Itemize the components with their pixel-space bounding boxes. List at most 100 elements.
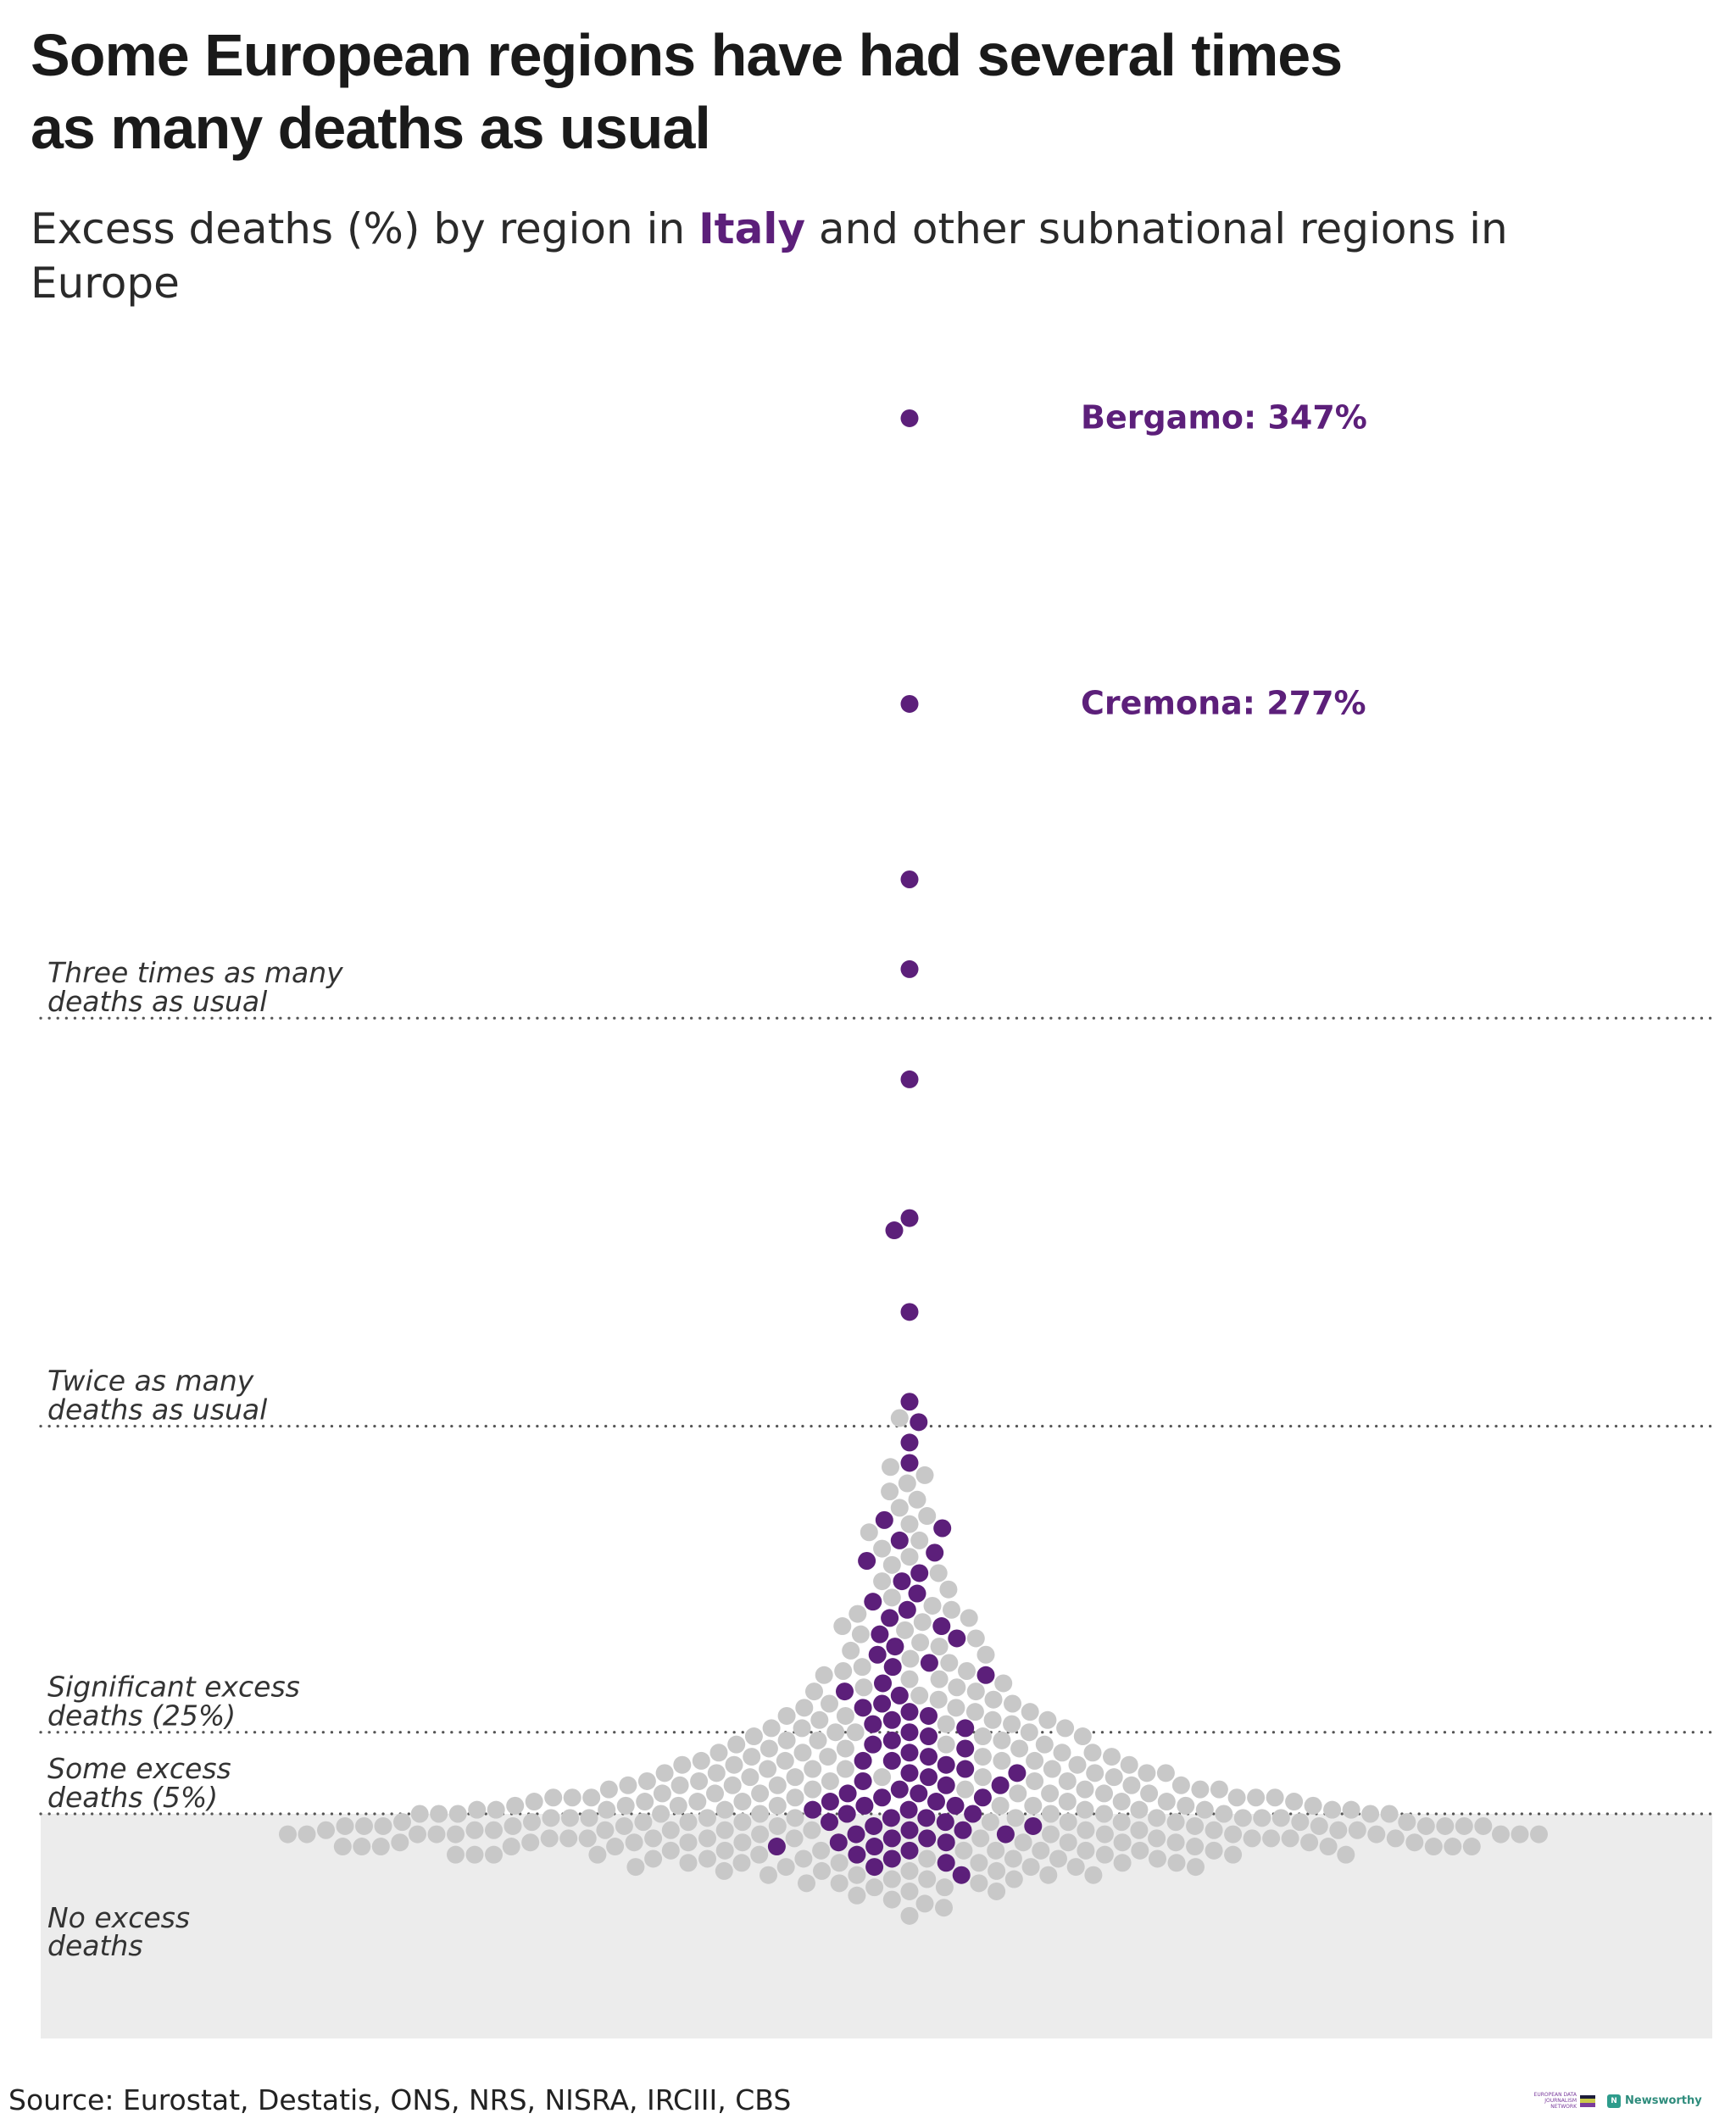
data-point-other-region [1361, 1805, 1380, 1823]
data-point-other-region [836, 1739, 854, 1758]
data-point-other-region [655, 1764, 674, 1783]
data-point-other-region [637, 1771, 656, 1790]
data-point-italy [898, 1600, 916, 1619]
edjnet-logo[interactable]: EUROPEAN DATA JOURNALISM NETWORK [1526, 2092, 1595, 2110]
data-point-other-region [1436, 1816, 1455, 1835]
data-point-italy [874, 1674, 892, 1693]
data-point-other-region [578, 1829, 597, 1848]
data-point-other-region [1262, 1829, 1281, 1848]
data-point-other-region [1104, 1768, 1123, 1787]
data-point-other-region [1095, 1805, 1113, 1823]
data-point-other-region [1285, 1793, 1304, 1811]
data-point-other-region [634, 1813, 653, 1832]
data-point-other-region [795, 1699, 814, 1717]
data-point-other-region [890, 1409, 909, 1427]
data-point-italy [871, 1625, 889, 1643]
data-point-other-region [918, 1870, 937, 1888]
data-point-other-region [317, 1821, 335, 1839]
data-point-other-region [1243, 1829, 1261, 1848]
data-point-italy [937, 1755, 955, 1774]
data-point-other-region [1058, 1771, 1077, 1790]
data-point-other-region [741, 1768, 760, 1787]
data-point-other-region [798, 1874, 815, 1893]
data-point-other-region [966, 1629, 985, 1648]
data-point-other-region [1530, 1825, 1548, 1844]
data-point-other-region [448, 1805, 467, 1823]
data-point-other-region [991, 1796, 1010, 1815]
data-point-italy [920, 1727, 938, 1746]
data-point-other-region [960, 1609, 978, 1627]
data-point-other-region [1086, 1764, 1104, 1783]
data-point-other-region [732, 1854, 751, 1872]
data-point-italy [855, 1796, 874, 1815]
data-point-other-region [1511, 1825, 1529, 1844]
data-point-other-region [777, 1731, 796, 1749]
data-point-italy [882, 1731, 901, 1749]
logos: EUROPEAN DATA JOURNALISM NETWORK N Newsw… [1526, 2092, 1702, 2110]
data-point-other-region [1035, 1735, 1054, 1754]
data-point-other-region [1398, 1813, 1416, 1832]
data-point-other-region [1291, 1813, 1310, 1832]
no-excess-label: deaths [47, 1929, 143, 1962]
data-point-other-region [793, 1719, 811, 1738]
data-point-other-region [1140, 1784, 1159, 1803]
newsworthy-logo[interactable]: N Newsworthy [1607, 2094, 1702, 2108]
data-point-other-region [1210, 1780, 1228, 1799]
data-point-other-region [873, 1572, 892, 1591]
data-point-other-region [821, 1771, 839, 1790]
data-point-other-region [723, 1776, 742, 1794]
data-point-other-region [644, 1849, 663, 1868]
data-point-other-region [1386, 1829, 1405, 1848]
data-point-other-region [1073, 1727, 1092, 1746]
data-point-other-region [540, 1829, 559, 1848]
data-point-other-region [715, 1861, 733, 1880]
data-point-italy [910, 1784, 928, 1803]
data-point-italy [926, 1543, 944, 1562]
data-point-other-region [804, 1760, 822, 1778]
data-point-italy [882, 1751, 901, 1770]
data-point-other-region [803, 1821, 821, 1839]
data-point-other-region [821, 1694, 838, 1713]
data-point-italy [933, 1519, 952, 1538]
data-point-other-region [1380, 1805, 1399, 1823]
data-point-other-region [1076, 1780, 1094, 1799]
data-point-other-region [929, 1564, 948, 1582]
data-point-italy [910, 1413, 928, 1432]
data-point-other-region [762, 1719, 781, 1738]
data-point-other-region [1041, 1784, 1060, 1803]
data-point-other-region [819, 1748, 837, 1766]
subtitle-italy-highlight: Italy [698, 204, 806, 253]
data-point-other-region [785, 1829, 804, 1848]
data-point-other-region [848, 1886, 866, 1905]
data-point-other-region [1004, 1694, 1021, 1713]
data-point-other-region [834, 1661, 853, 1680]
data-point-other-region [727, 1735, 746, 1754]
data-point-other-region [751, 1784, 770, 1803]
data-point-other-region [768, 1816, 787, 1835]
data-point-italy [900, 409, 919, 427]
data-point-italy [837, 1805, 856, 1823]
data-point-other-region [994, 1674, 1013, 1693]
data-point-other-region [929, 1690, 948, 1709]
data-point-italy [900, 1764, 919, 1783]
data-point-other-region [900, 1861, 919, 1880]
data-point-other-region [759, 1760, 777, 1778]
data-point-other-region [760, 1739, 778, 1758]
data-point-italy [829, 1833, 848, 1852]
data-point-other-region [900, 1670, 919, 1688]
data-point-italy [858, 1552, 876, 1571]
data-point-other-region [1039, 1866, 1058, 1884]
data-point-other-region [673, 1755, 692, 1774]
data-point-other-region [910, 1686, 929, 1705]
data-point-other-region [1148, 1829, 1166, 1848]
data-point-other-region [988, 1882, 1006, 1900]
data-point-italy [836, 1682, 854, 1701]
data-point-italy [956, 1760, 975, 1778]
data-point-italy [920, 1768, 938, 1787]
chart-subtitle: Excess deaths (%) by region in Italy and… [31, 202, 1522, 310]
data-point-other-region [751, 1825, 770, 1844]
data-point-other-region [900, 1882, 919, 1900]
data-point-other-region [733, 1833, 752, 1852]
data-point-other-region [1112, 1813, 1131, 1832]
data-point-italy [956, 1719, 975, 1738]
